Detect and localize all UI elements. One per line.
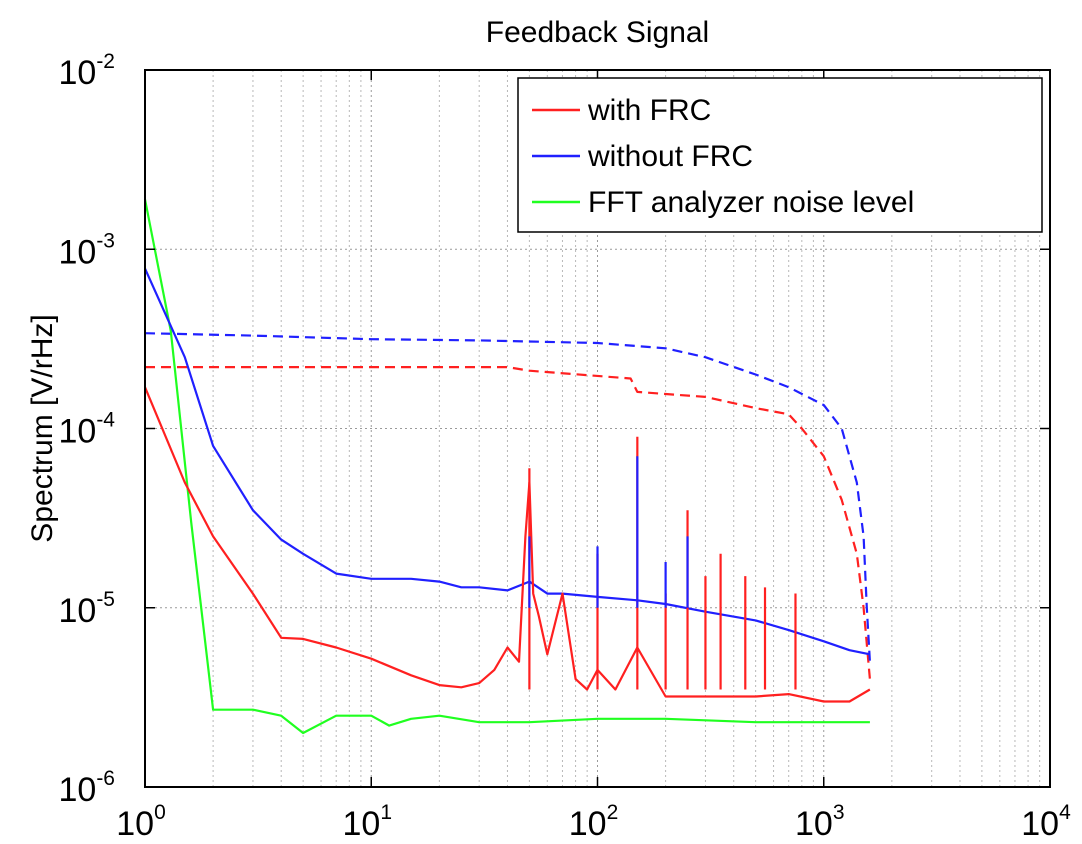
chart-title: Feedback Signal [486, 16, 709, 49]
x-tick-label: 101 [342, 801, 392, 843]
y-tick-label: 10-3 [58, 229, 115, 271]
tick-layer: 100 101 102 103 104 10-6 10-5 10-4 10-3 10-2 [58, 50, 1071, 843]
x-tick-label: 102 [569, 801, 619, 843]
y-tick-label: 10-2 [58, 50, 115, 92]
series-line-with-frc-dashed [145, 366, 871, 680]
legend-label: with FRC [587, 94, 711, 127]
series-line-with-frc [143, 386, 871, 703]
legend-box [517, 77, 1043, 233]
series-line-fft-analyzer-noise-level [143, 199, 870, 735]
grid-layer [145, 70, 1050, 787]
y-tick-label: 10-5 [58, 588, 115, 630]
x-tick-label: 104 [1021, 801, 1071, 843]
series-line-without-frc [143, 268, 871, 656]
legend: with FRC without FRC FFT analyzer noise le… [517, 77, 1043, 233]
x-tick-label: 103 [795, 801, 845, 843]
y-tick-label: 10-4 [58, 409, 115, 451]
legend-label: FFT analyzer noise level [588, 186, 914, 219]
x-tick-label: 100 [116, 801, 166, 843]
y-tick-label: 10-6 [58, 767, 115, 809]
legend-label: without FRC [587, 140, 753, 173]
y-axis-label: Spectrum [V/rHz] [26, 314, 59, 542]
series-layer [143, 199, 871, 735]
series-line-without-frc-dashed [144, 332, 871, 662]
